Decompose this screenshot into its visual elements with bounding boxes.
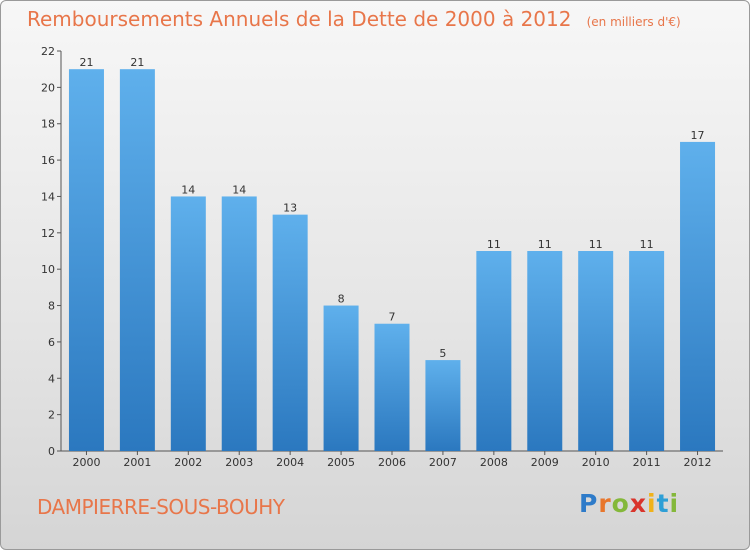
y-tick-label: 16: [41, 154, 55, 167]
logo-letter: o: [611, 489, 630, 518]
bar: [68, 69, 104, 451]
x-tick-label: 2002: [174, 456, 202, 469]
logo-letter: i: [669, 489, 680, 518]
bar: [425, 360, 461, 451]
bar-value-label: 21: [130, 56, 144, 69]
y-tick-label: 2: [48, 409, 55, 422]
y-tick-label: 8: [48, 300, 55, 313]
bar-value-label: 11: [538, 238, 552, 251]
x-tick-label: 2004: [276, 456, 304, 469]
y-tick-label: 22: [41, 45, 55, 58]
title-row: Remboursements Annuels de la Dette de 20…: [27, 7, 681, 31]
y-tick-label: 20: [41, 81, 55, 94]
bar: [119, 69, 155, 451]
bar: [374, 323, 410, 451]
bar: [170, 196, 206, 451]
y-tick-label: 0: [48, 445, 55, 458]
bar: [578, 251, 614, 451]
city-name: DAMPIERRE-SOUS-BOUHY: [37, 495, 285, 519]
x-tick-label: 2000: [72, 456, 100, 469]
bar-value-label: 5: [439, 347, 446, 360]
logo-letter: r: [598, 489, 612, 518]
y-tick-label: 12: [41, 227, 55, 240]
bar: [680, 141, 716, 451]
logo-letter: P: [579, 489, 599, 518]
y-tick-label: 4: [48, 372, 55, 385]
bar-value-label: 8: [338, 293, 345, 306]
bar-value-label: 14: [232, 183, 246, 196]
x-tick-label: 2010: [582, 456, 610, 469]
x-tick-label: 2005: [327, 456, 355, 469]
x-tick-label: 2008: [480, 456, 508, 469]
bar: [323, 305, 359, 451]
logo-letter: t: [656, 489, 670, 518]
x-tick-label: 2001: [123, 456, 151, 469]
y-tick-label: 18: [41, 118, 55, 131]
bar: [272, 214, 308, 451]
bar: [221, 196, 257, 451]
y-tick-label: 6: [48, 336, 55, 349]
bar: [527, 251, 563, 451]
x-tick-label: 2003: [225, 456, 253, 469]
chart-subtitle: (en milliers d'€): [586, 15, 681, 29]
logo-letter: i: [647, 489, 657, 518]
bar: [629, 251, 665, 451]
bar-value-label: 14: [181, 183, 195, 196]
bar-value-label: 11: [640, 238, 654, 251]
x-tick-label: 2011: [633, 456, 661, 469]
bar-value-label: 7: [389, 311, 396, 324]
x-tick-label: 2012: [684, 456, 712, 469]
y-tick-label: 14: [41, 190, 55, 203]
bar-value-label: 11: [589, 238, 603, 251]
bar-value-label: 13: [283, 202, 297, 215]
chart-title: Remboursements Annuels de la Dette de 20…: [27, 7, 572, 31]
y-tick-label: 10: [41, 263, 55, 276]
proxiti-logo: Proxiti: [579, 489, 679, 518]
bar-value-label: 21: [79, 56, 93, 69]
bar-value-label: 11: [487, 238, 501, 251]
x-tick-label: 2006: [378, 456, 406, 469]
logo-letter: x: [629, 489, 647, 518]
x-tick-label: 2007: [429, 456, 457, 469]
bar-value-label: 17: [691, 129, 705, 142]
bar: [476, 251, 512, 451]
x-tick-label: 2009: [531, 456, 559, 469]
